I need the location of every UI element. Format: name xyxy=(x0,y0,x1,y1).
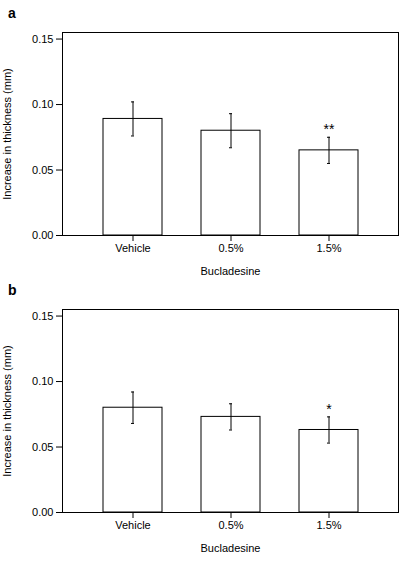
svg-text:Increase in thickness (mm): Increase in thickness (mm) xyxy=(1,68,13,199)
html-text:b: b xyxy=(8,282,17,298)
svg-text:1.5%: 1.5% xyxy=(316,242,341,254)
svg-text:Vehicle: Vehicle xyxy=(115,519,150,531)
svg-text:0.05: 0.05 xyxy=(32,164,53,176)
svg-text:0.5%: 0.5% xyxy=(218,242,243,254)
svg-text:0.10: 0.10 xyxy=(32,98,53,110)
svg-text:**: ** xyxy=(324,121,335,137)
svg-text:0.15: 0.15 xyxy=(32,33,53,45)
svg-text:0.10: 0.10 xyxy=(32,375,53,387)
html-text:a: a xyxy=(8,5,16,21)
svg-text:Bucladesine: Bucladesine xyxy=(201,265,261,277)
svg-text:*: * xyxy=(326,401,332,417)
svg-text:0.15: 0.15 xyxy=(32,310,53,322)
svg-text:Increase in thickness (mm): Increase in thickness (mm) xyxy=(1,345,13,476)
svg-text:Bucladesine: Bucladesine xyxy=(201,542,261,554)
svg-text:0.05: 0.05 xyxy=(32,441,53,453)
svg-text:Vehicle: Vehicle xyxy=(115,242,150,254)
svg-text:0.00: 0.00 xyxy=(32,229,53,241)
svg-text:1.5%: 1.5% xyxy=(316,519,341,531)
svg-text:0.00: 0.00 xyxy=(32,506,53,518)
svg-text:0.5%: 0.5% xyxy=(218,519,243,531)
